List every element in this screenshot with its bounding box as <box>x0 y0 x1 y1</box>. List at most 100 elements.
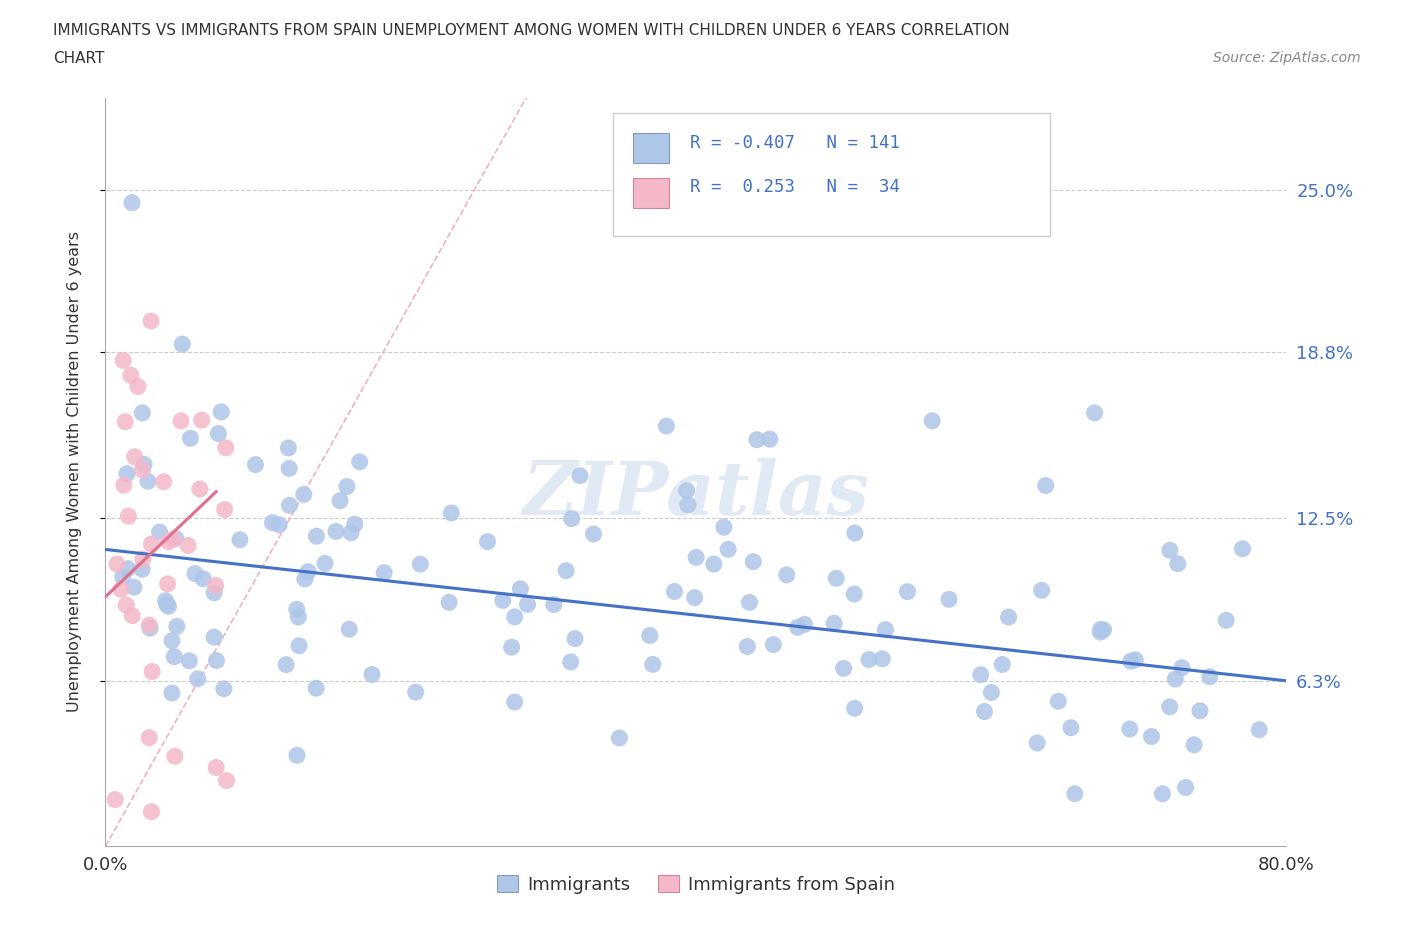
Point <box>858 652 880 667</box>
Point <box>561 512 583 526</box>
Point <box>742 554 765 569</box>
Point <box>759 432 782 446</box>
Point <box>131 405 153 420</box>
Point <box>138 730 160 745</box>
Point <box>870 651 893 666</box>
Point <box>202 585 225 600</box>
Point <box>569 468 592 483</box>
Point <box>115 466 138 481</box>
Point <box>184 566 207 581</box>
Point <box>1174 780 1197 795</box>
Point <box>1182 737 1205 752</box>
Text: Source: ZipAtlas.com: Source: ZipAtlas.com <box>1213 51 1361 65</box>
FancyBboxPatch shape <box>613 113 1050 236</box>
Point <box>1123 653 1146 668</box>
Text: R = -0.407   N = 141: R = -0.407 N = 141 <box>690 134 900 152</box>
Point <box>160 633 183 648</box>
Point <box>285 602 308 617</box>
Point <box>155 593 177 608</box>
Point <box>274 658 297 672</box>
Text: CHART: CHART <box>53 51 105 66</box>
Point <box>1083 405 1105 420</box>
Point <box>793 617 815 631</box>
Point <box>172 337 194 352</box>
Point <box>138 618 160 632</box>
Point <box>111 569 134 584</box>
Point <box>832 661 855 676</box>
Point <box>1119 654 1142 669</box>
Point <box>1035 478 1057 493</box>
Point <box>314 556 336 571</box>
Point <box>762 637 785 652</box>
Point <box>188 482 211 497</box>
Point <box>278 498 301 512</box>
Point <box>287 609 309 624</box>
Point <box>245 458 267 472</box>
Point <box>555 564 578 578</box>
Point <box>179 654 201 669</box>
Point <box>294 571 316 586</box>
Point <box>1092 622 1115 637</box>
Point <box>141 804 163 819</box>
Point <box>1159 543 1181 558</box>
Point <box>1159 699 1181 714</box>
Point <box>638 628 661 643</box>
Point <box>970 667 993 682</box>
Point <box>262 515 284 530</box>
Point <box>655 418 678 433</box>
Point <box>938 591 960 606</box>
Point <box>166 618 188 633</box>
Point <box>1047 694 1070 709</box>
Point <box>675 484 697 498</box>
Point <box>1031 583 1053 598</box>
Point <box>844 525 866 540</box>
Point <box>340 525 363 540</box>
Point <box>122 579 145 594</box>
Point <box>157 599 180 614</box>
Point <box>229 532 252 547</box>
Point <box>823 616 845 631</box>
Point <box>117 509 139 524</box>
Point <box>163 749 186 764</box>
Point <box>409 557 432 572</box>
Point <box>664 584 686 599</box>
Text: R =  0.253   N =  34: R = 0.253 N = 34 <box>690 179 900 196</box>
Point <box>193 571 215 586</box>
Point <box>477 534 499 549</box>
Legend: Immigrants, Immigrants from Spain: Immigrants, Immigrants from Spain <box>489 869 903 901</box>
Point <box>104 792 127 807</box>
Point <box>1198 670 1220 684</box>
Point <box>132 457 155 472</box>
Point <box>405 684 427 699</box>
Point <box>1215 613 1237 628</box>
Point <box>1188 703 1211 718</box>
Point <box>215 440 238 455</box>
Point <box>139 313 162 328</box>
Point <box>139 620 162 635</box>
Point <box>516 597 538 612</box>
Text: IMMIGRANTS VS IMMIGRANTS FROM SPAIN UNEMPLOYMENT AMONG WOMEN WITH CHILDREN UNDER: IMMIGRANTS VS IMMIGRANTS FROM SPAIN UNEM… <box>53 23 1010 38</box>
Point <box>973 704 995 719</box>
Point <box>1152 787 1174 802</box>
Point <box>501 640 523 655</box>
Point <box>349 455 371 470</box>
Point <box>292 487 315 502</box>
Point <box>337 622 360 637</box>
Point <box>215 773 238 788</box>
Point <box>896 584 918 599</box>
Point <box>269 517 291 532</box>
Point <box>329 493 352 508</box>
Point <box>277 441 299 456</box>
Bar <box>633 133 669 163</box>
Point <box>162 532 184 547</box>
Point <box>209 405 232 419</box>
Point <box>509 581 531 596</box>
Point <box>117 561 139 576</box>
Point <box>305 681 328 696</box>
Point <box>1090 625 1112 640</box>
Point <box>212 682 235 697</box>
Point <box>825 571 848 586</box>
Point <box>325 524 347 538</box>
Point <box>156 597 179 612</box>
Point <box>440 506 463 521</box>
